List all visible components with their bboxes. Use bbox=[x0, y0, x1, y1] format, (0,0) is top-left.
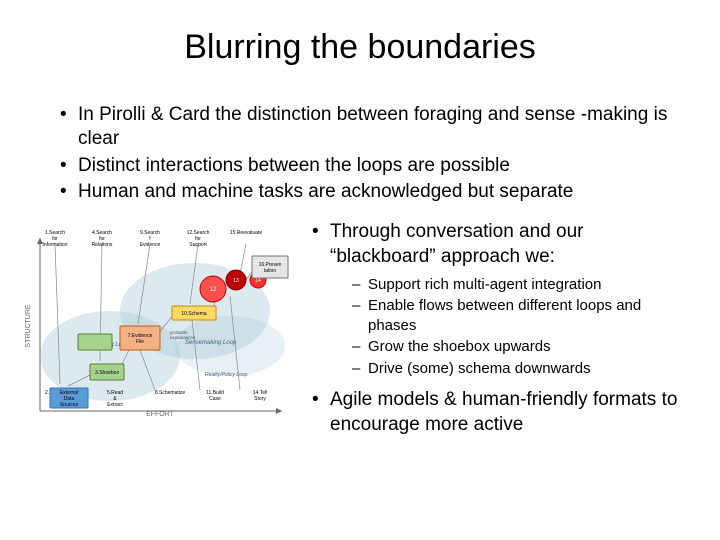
diagram-svg: EFFORTSTRUCTUREForaging LoopSensemaking … bbox=[20, 216, 290, 416]
pirolli-card-diagram: EFFORTSTRUCTUREForaging LoopSensemaking … bbox=[20, 216, 290, 416]
svg-text:14: 14 bbox=[255, 278, 261, 284]
svg-text:Story: Story bbox=[254, 396, 266, 402]
bullet-item: Human and machine tasks are acknowledged… bbox=[60, 180, 690, 204]
svg-text:13: 13 bbox=[233, 278, 239, 284]
svg-text:tation: tation bbox=[264, 268, 276, 274]
svg-text:12: 12 bbox=[210, 287, 217, 293]
dash-item: Drive (some) schema downwards bbox=[352, 359, 690, 379]
bullet-item: Distinct interactions between the loops … bbox=[60, 154, 690, 178]
right-column: Through conversation and our “blackboard… bbox=[300, 216, 690, 441]
svg-text:Sources: Sources bbox=[60, 402, 79, 408]
slide-container: Blurring the boundaries In Pirolli & Car… bbox=[0, 0, 720, 540]
bullet-item: Agile models & human-friendly formats to… bbox=[312, 388, 690, 437]
svg-text:File: File bbox=[136, 339, 144, 345]
svg-text:Reality/Policy Loop: Reality/Policy Loop bbox=[205, 372, 248, 378]
lower-section: EFFORTSTRUCTUREForaging LoopSensemaking … bbox=[30, 216, 690, 441]
bullet-item: Through conversation and our “blackboard… bbox=[312, 220, 690, 378]
dash-bullet-list: Support rich multi-agent integration Ena… bbox=[330, 275, 690, 379]
svg-text:explanations: explanations bbox=[170, 335, 196, 340]
svg-text:8.Schematize: 8.Schematize bbox=[155, 390, 186, 396]
svg-text:Case: Case bbox=[209, 396, 221, 402]
main-bullet-list: In Pirolli & Card the distinction betwee… bbox=[30, 103, 690, 204]
bullet-item: In Pirolli & Card the distinction betwee… bbox=[60, 103, 690, 152]
svg-text:Sensemaking Loop: Sensemaking Loop bbox=[185, 340, 237, 346]
dash-item: Grow the shoebox upwards bbox=[352, 337, 690, 357]
sub-bullet-list: Through conversation and our “blackboard… bbox=[300, 220, 690, 437]
sub-bullet-text: Through conversation and our “blackboard… bbox=[330, 221, 584, 266]
svg-text:10.Schema: 10.Schema bbox=[181, 311, 207, 317]
svg-text:Support: Support bbox=[189, 242, 207, 248]
slide-title: Blurring the boundaries bbox=[30, 28, 690, 67]
svg-text:EFFORT: EFFORT bbox=[146, 411, 175, 416]
dash-item: Enable flows between different loops and… bbox=[352, 296, 690, 335]
svg-text:Extract: Extract bbox=[107, 402, 123, 408]
dash-item: Support rich multi-agent integration bbox=[352, 275, 690, 295]
svg-text:15.Reevaluate: 15.Reevaluate bbox=[230, 230, 262, 236]
svg-text:STRUCTURE: STRUCTURE bbox=[25, 304, 32, 347]
svg-text:3.Shoebox: 3.Shoebox bbox=[95, 370, 119, 376]
